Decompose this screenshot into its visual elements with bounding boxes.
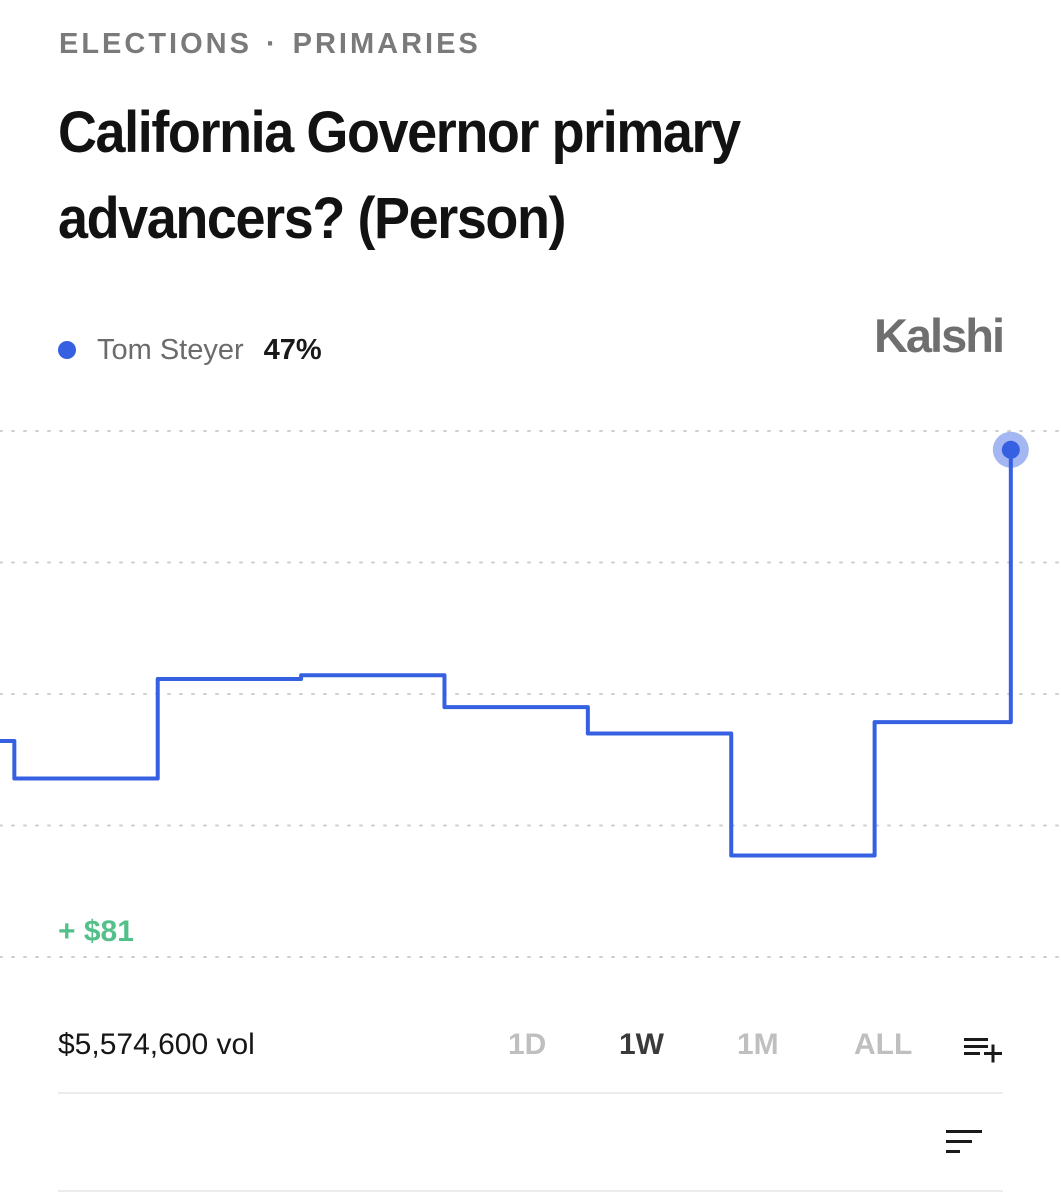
volume-label: $5,574,600 vol bbox=[58, 1028, 255, 1061]
tab-range-all[interactable]: ALL bbox=[854, 1028, 913, 1061]
breadcrumb: ELECTIONS · PRIMARIES bbox=[59, 28, 481, 61]
legend-series-value: 47% bbox=[263, 333, 322, 366]
sort-icon-graphic bbox=[946, 1130, 982, 1153]
tab-range-1d[interactable]: 1D bbox=[508, 1028, 547, 1061]
playlist-add-icon-graphic bbox=[964, 1038, 1002, 1063]
legend-series-name: Tom Steyer bbox=[97, 333, 244, 366]
time-range-tabs: 1D 1W 1M ALL bbox=[0, 1028, 1061, 1068]
tab-range-1w[interactable]: 1W bbox=[619, 1028, 664, 1061]
current-point-marker[interactable] bbox=[1001, 440, 1020, 459]
breadcrumb-separator: · bbox=[265, 28, 279, 60]
legend-dot-icon bbox=[58, 341, 76, 359]
page-title: California Governor primary advancers? (… bbox=[58, 100, 741, 251]
position-gain: + $81 bbox=[58, 915, 134, 948]
series-line-tom-steyer bbox=[0, 447, 1013, 858]
breadcrumb-item-elections[interactable]: ELECTIONS bbox=[59, 28, 252, 60]
price-chart bbox=[0, 430, 1061, 958]
sort-icon[interactable] bbox=[944, 1128, 986, 1163]
kalshi-logo: Kalshi bbox=[873, 309, 1005, 362]
divider-top bbox=[58, 1092, 1003, 1094]
tab-range-1m[interactable]: 1M bbox=[737, 1028, 779, 1061]
divider-bottom bbox=[58, 1190, 1003, 1192]
chart-gridlines bbox=[0, 430, 1061, 958]
playlist-add-icon[interactable] bbox=[962, 1032, 1006, 1069]
chart-legend: Tom Steyer 47% bbox=[58, 330, 322, 370]
breadcrumb-item-primaries[interactable]: PRIMARIES bbox=[292, 28, 481, 60]
